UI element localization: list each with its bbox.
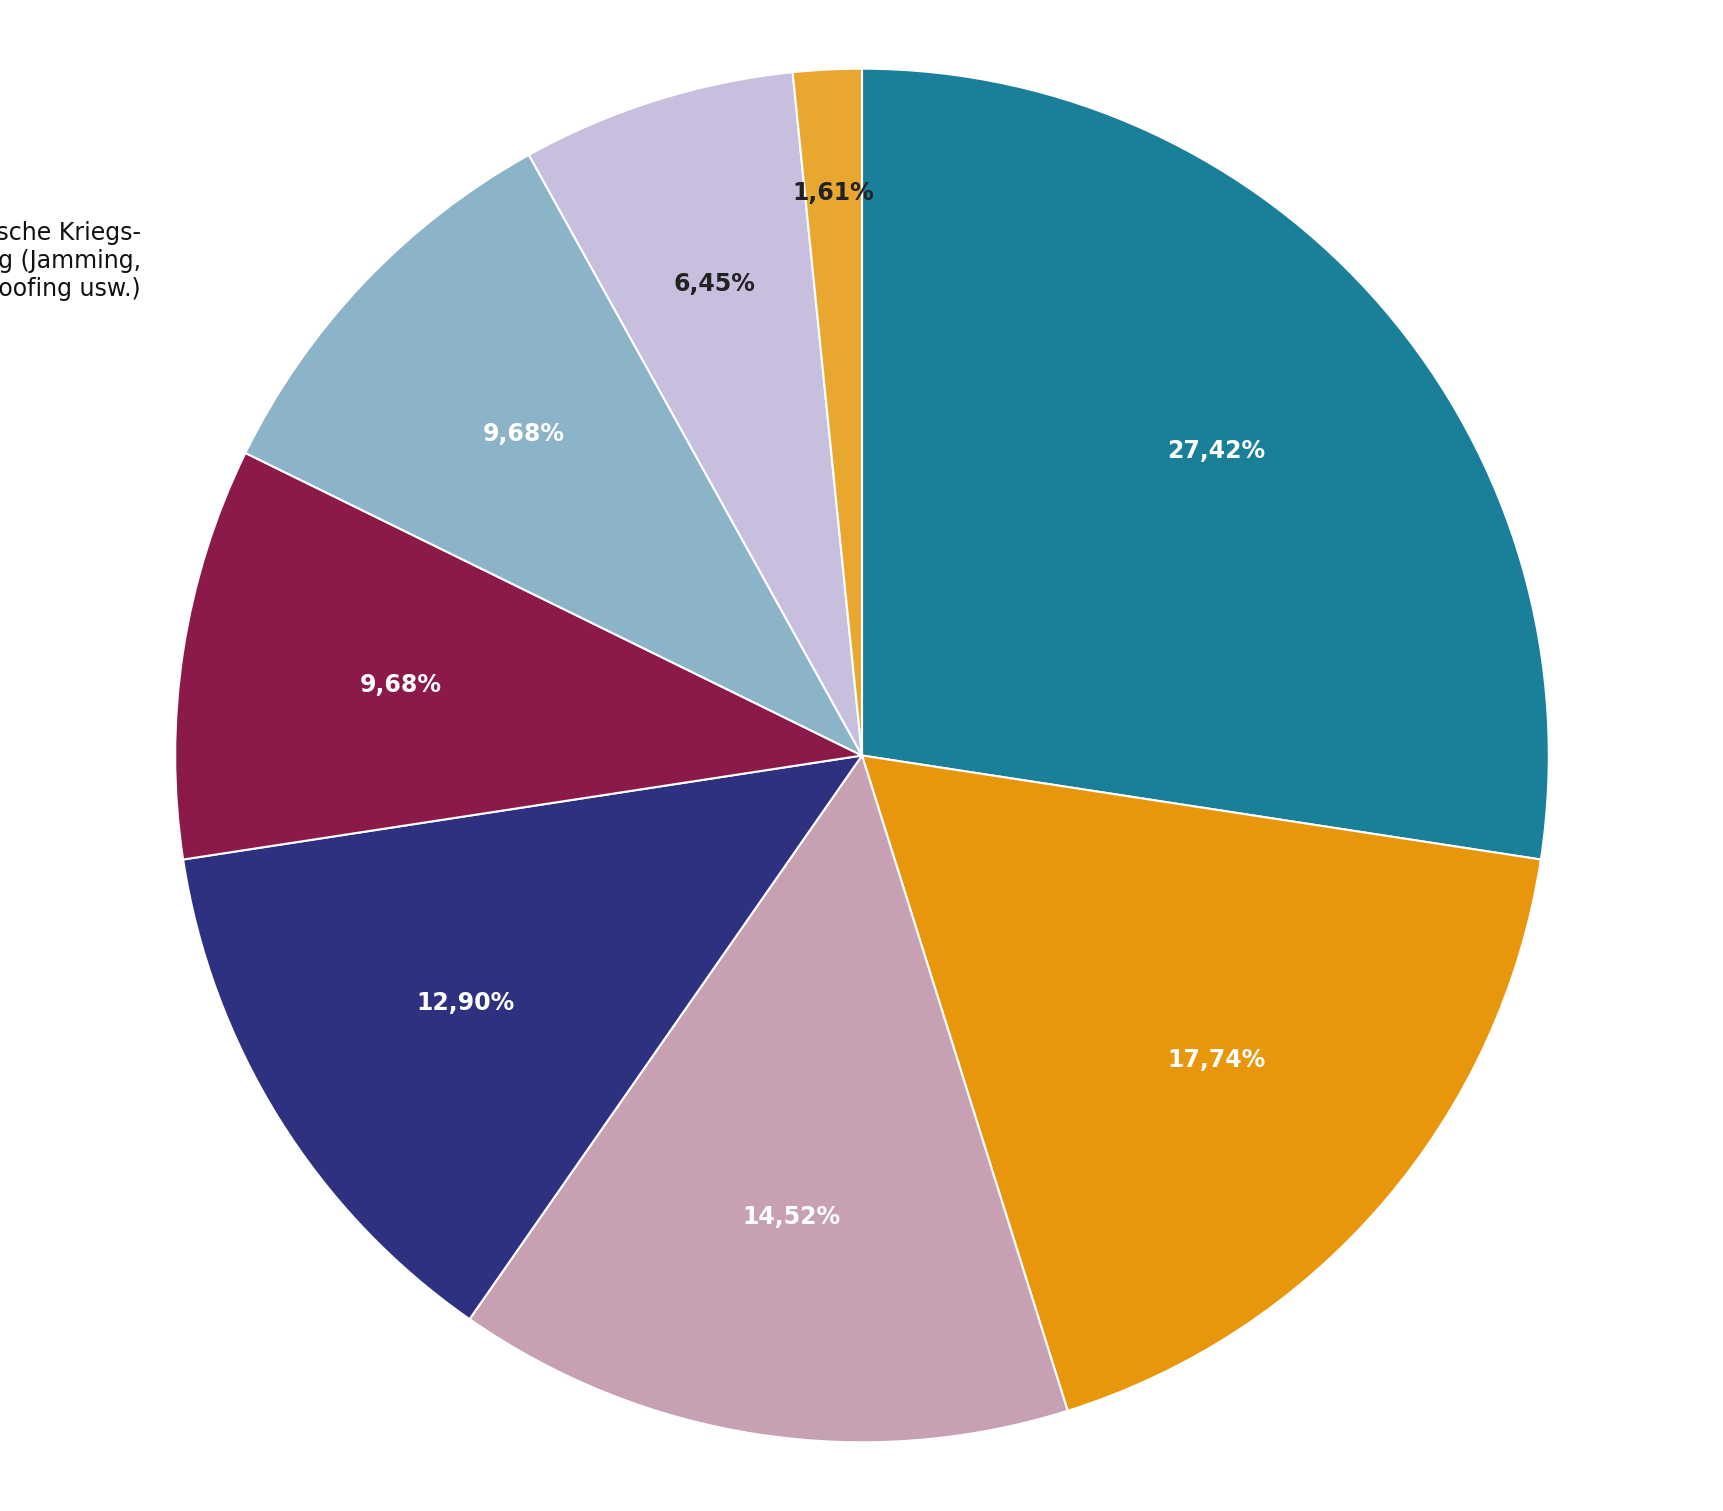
Text: 14,52%: 14,52% (743, 1206, 839, 1228)
Wedge shape (862, 756, 1540, 1411)
Text: Elektronische Kriegs-
führung (Jamming,
spoofing usw.): Elektronische Kriegs- führung (Jamming, … (0, 221, 141, 301)
Wedge shape (529, 73, 862, 756)
Text: 1,61%: 1,61% (793, 181, 874, 205)
Wedge shape (245, 156, 861, 756)
Text: 9,68%: 9,68% (482, 422, 563, 446)
Text: 12,90%: 12,90% (417, 991, 515, 1014)
Text: 6,45%: 6,45% (672, 272, 755, 296)
Wedge shape (183, 756, 862, 1319)
Text: 9,68%: 9,68% (358, 672, 441, 697)
Wedge shape (793, 68, 862, 756)
Wedge shape (469, 756, 1067, 1443)
Wedge shape (176, 453, 862, 860)
Text: 27,42%: 27,42% (1166, 440, 1265, 464)
Text: 17,74%: 17,74% (1166, 1047, 1265, 1071)
Wedge shape (862, 68, 1547, 860)
